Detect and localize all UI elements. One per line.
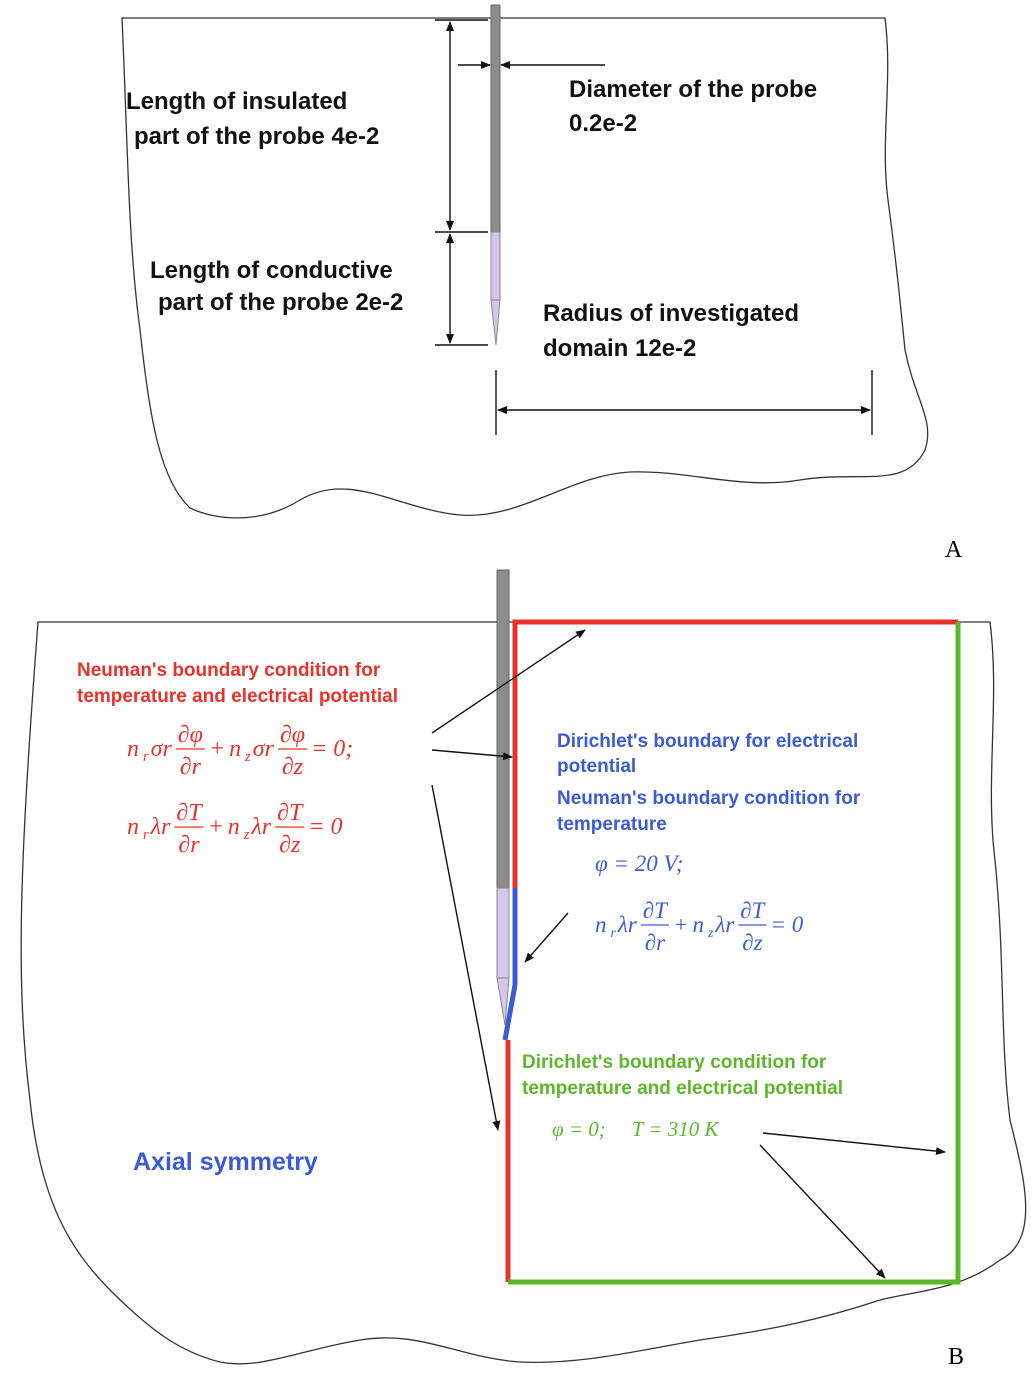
equation-term: = 0; <box>311 736 353 762</box>
arrow <box>762 1132 946 1156</box>
arrow <box>759 1144 886 1279</box>
equation-term: σr <box>253 736 275 762</box>
equation-numerator: ∂T <box>740 898 766 923</box>
label: temperature and electrical potential <box>522 1078 843 1099</box>
equation-term: n <box>127 814 139 840</box>
probe-tip <box>496 977 510 1026</box>
label: Length of insulated <box>126 88 347 115</box>
equation-subscript: r <box>143 749 149 765</box>
arrow <box>431 629 586 734</box>
equation-denominator: ∂z <box>742 930 762 955</box>
label: domain 12e-2 <box>543 335 696 362</box>
equation-term: φ = 20 V; <box>595 851 684 876</box>
equation-subscript: r <box>611 925 617 940</box>
equation-term: λr <box>714 912 735 937</box>
equation-term: φ = 0; <box>552 1117 606 1141</box>
equation-denominator: ∂r <box>645 930 666 955</box>
label: Neuman's boundary condition for <box>77 660 381 681</box>
probe-tip <box>490 299 501 346</box>
arrow <box>431 749 513 761</box>
probe-conductive <box>496 887 510 979</box>
equation-numerator: ∂T <box>643 898 669 923</box>
label: temperature and electrical potential <box>77 686 398 707</box>
label: Axial symmetry <box>133 1148 318 1176</box>
equation-term: n <box>693 912 705 937</box>
label: Dirichlet's boundary condition for <box>522 1052 827 1073</box>
boundary-dirichlet-outer <box>508 622 961 1285</box>
equation-denominator: ∂z <box>282 754 304 780</box>
equation-subscript: z <box>243 827 250 843</box>
probe-insulated <box>490 4 501 233</box>
equation-term: n <box>229 736 241 762</box>
equation-term: + <box>208 814 224 840</box>
label: 0.2e-2 <box>569 110 637 137</box>
equation-term: = 0 <box>770 912 803 937</box>
equation-term: λr <box>150 814 171 840</box>
probe-insulated <box>496 569 510 889</box>
label: part of the probe 4e-2 <box>134 123 379 150</box>
equation-term: n <box>127 736 139 762</box>
boundary-neumann <box>512 619 958 888</box>
equation-term: + <box>673 912 689 937</box>
equation-numerator: ∂T <box>277 800 304 826</box>
arrow <box>431 784 501 1131</box>
domain-outline-b <box>20 621 1027 1365</box>
label: part of the probe 2e-2 <box>158 289 403 316</box>
label: Dirichlet's boundary for electrical <box>557 731 858 752</box>
equation-numerator: ∂φ <box>178 722 203 748</box>
equation-term: n <box>595 912 607 937</box>
equation-term: σr <box>151 736 173 762</box>
equation-term: λr <box>250 814 271 840</box>
arrow <box>524 912 569 963</box>
equation-denominator: ∂z <box>279 832 301 858</box>
label: Diameter of the probe <box>569 76 817 103</box>
equation-term: = 0 <box>308 814 342 840</box>
panel-label: B <box>948 1344 964 1370</box>
equation-subscript: r <box>143 827 149 843</box>
label: Neuman's boundary condition for <box>557 788 861 809</box>
equation-term: T = 310 K <box>632 1117 720 1141</box>
equation-numerator: ∂T <box>176 800 203 826</box>
label: Length of conductive <box>150 257 393 284</box>
equation-term: + <box>209 736 225 762</box>
equation-term: n <box>228 814 240 840</box>
domain-outline-a <box>121 17 929 519</box>
probe-conductive <box>490 231 501 301</box>
equation-numerator: ∂φ <box>280 722 305 748</box>
label: potential <box>557 756 636 777</box>
equation-denominator: ∂r <box>180 754 202 780</box>
equation-subscript: z <box>244 749 251 765</box>
equation-term: λr <box>617 912 638 937</box>
equation-subscript: z <box>707 925 714 940</box>
boundary-dirichlet-probe <box>502 888 518 1041</box>
equation-denominator: ∂r <box>178 832 200 858</box>
label: temperature <box>557 814 667 835</box>
label: Radius of investigated <box>543 300 799 327</box>
panel-label: A <box>945 537 963 563</box>
